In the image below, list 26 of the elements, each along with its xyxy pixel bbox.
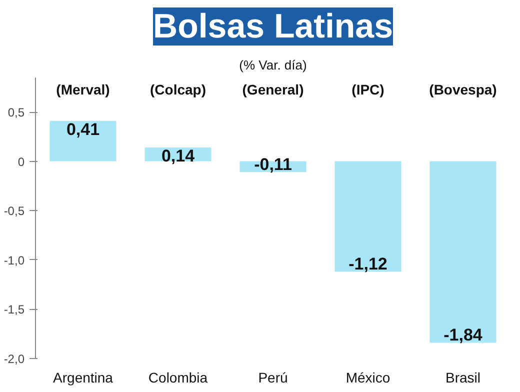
data-label: 0,41 [66,120,100,139]
y-tick-label: 0,5 [8,106,25,120]
y-tick-label: -2,0 [4,352,25,366]
chart-title: Bolsas Latinas [153,8,393,46]
x-tick-label: México [346,370,390,386]
bar [334,161,402,272]
y-tick-label: -1,0 [4,253,25,268]
data-label: 0,14 [161,146,196,166]
x-tick-label: Argentina [53,370,114,386]
annotation: (Merval) [56,82,110,98]
chart-subtitle: (% Var. día) [239,58,307,72]
bar [50,120,116,162]
data-label: -0,11 [254,155,292,174]
data-label: -1,12 [348,254,388,274]
y-tick-label: -0,5 [4,204,25,218]
annotation: (IPC) [352,82,384,98]
x-tick-label: Brasil [445,370,481,386]
bar [430,161,496,343]
y-tick-label: -1,5 [4,302,25,317]
annotation: (Colcap) [150,82,206,98]
x-tick-label: Colombia [148,370,208,386]
annotation: (General) [242,82,304,98]
x-tick-label: Perú [258,370,288,386]
data-label: -1,84 [444,326,483,345]
y-tick-label: 0 [18,154,25,169]
annotation: (Bovespa) [429,82,497,98]
